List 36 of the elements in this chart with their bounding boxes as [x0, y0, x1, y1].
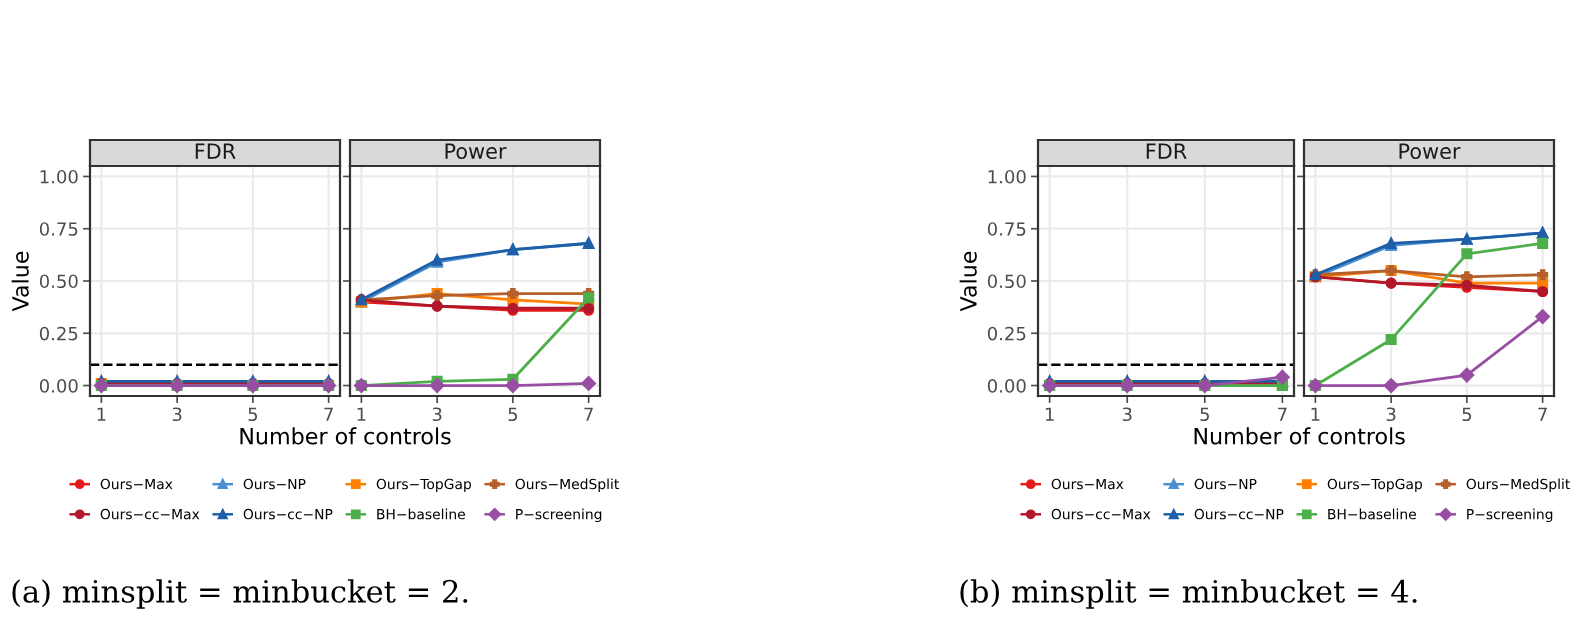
- y-tick-label: 0.00: [39, 379, 78, 393]
- text: (a) minsplit = minbucket = 2.: [12, 579, 468, 609]
- chart-title: Power: [445, 143, 507, 160]
- y-tick-label: 0.25: [39, 326, 78, 341]
- x-tick-label: 7: [1278, 407, 1287, 421]
- x-tick-label: 7: [1538, 407, 1547, 421]
- x-tick-label: 7: [584, 407, 593, 421]
- x-axis-title: Number of controls: [240, 427, 451, 445]
- x-axis-title: Number of controls: [1194, 427, 1405, 445]
- y-tick-label: 1.00: [40, 169, 78, 184]
- y-tick-label: 0.50: [987, 274, 1026, 289]
- x-tick-label: 7: [324, 407, 333, 421]
- x-tick-label: 3: [1386, 407, 1396, 422]
- x-tick-label: 5: [508, 407, 518, 422]
- y-axis-title: Value: [959, 251, 977, 312]
- x-tick-label: 3: [172, 407, 182, 422]
- text: (b) minsplit = minbucket = 4.: [960, 579, 1417, 609]
- x-tick-label: 1: [1311, 407, 1320, 421]
- y-tick-label: 1.00: [988, 169, 1026, 184]
- x-tick-label: 1: [1045, 407, 1054, 421]
- chart-title: FDR: [1146, 143, 1187, 159]
- x-tick-label: 5: [1200, 407, 1209, 422]
- chart-title: FDR: [195, 143, 236, 159]
- y-tick-label: 0.00: [987, 379, 1026, 393]
- y-tick-label: 0.50: [39, 274, 78, 289]
- x-tick-label: 5: [248, 407, 258, 422]
- y-tick-label: 0.25: [987, 326, 1026, 341]
- y-axis-title: Value: [11, 251, 29, 312]
- chart-title: Power: [1399, 143, 1461, 160]
- y-tick-label: 0.75: [987, 222, 1026, 236]
- x-tick-label: 5: [1462, 407, 1472, 422]
- x-tick-label: 3: [432, 407, 442, 422]
- x-tick-label: 1: [97, 407, 106, 421]
- x-tick-label: 1: [357, 407, 366, 421]
- y-tick-label: 0.75: [39, 222, 78, 236]
- x-tick-label: 3: [1122, 407, 1132, 422]
